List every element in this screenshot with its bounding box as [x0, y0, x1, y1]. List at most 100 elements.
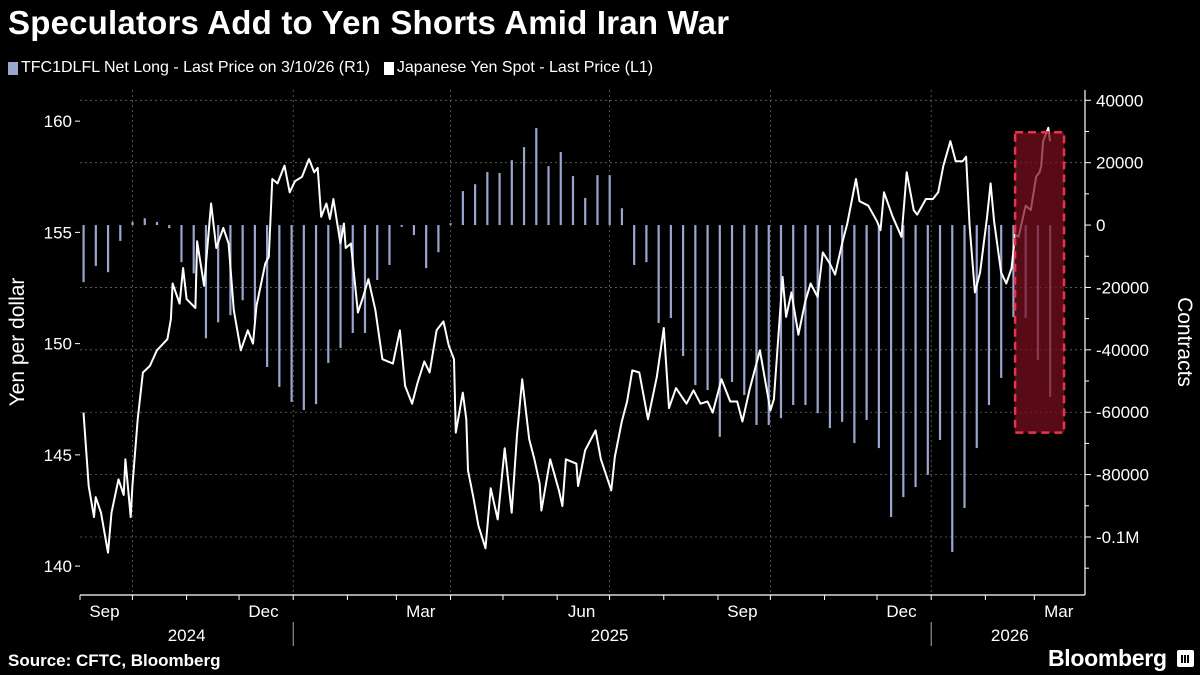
- net-long-bar: [963, 225, 966, 508]
- net-long-bar: [853, 225, 856, 444]
- net-long-bar: [902, 225, 905, 498]
- legend: TFC1DLFL Net Long - Last Price on 3/10/2…: [8, 59, 667, 77]
- net-long-bar: [938, 225, 942, 440]
- x-year-label: 2024: [168, 626, 206, 645]
- y-left-tick-label: 145: [44, 446, 72, 465]
- net-long-bar: [143, 218, 146, 226]
- y-axis-left-label: Yen per dollar: [6, 278, 29, 407]
- net-long-bar: [889, 225, 893, 518]
- net-long-bar: [951, 225, 954, 552]
- y-right-tick-label: -40000: [1096, 341, 1149, 360]
- net-long-bar: [914, 225, 917, 488]
- net-long-bar: [327, 225, 330, 363]
- net-long-bar: [633, 225, 636, 265]
- net-long-bar: [804, 225, 807, 406]
- net-long-bar: [571, 176, 575, 226]
- net-long-bar: [400, 225, 403, 227]
- net-long-bar: [718, 225, 721, 437]
- y-right-tick-label: -80000: [1096, 466, 1149, 485]
- x-tick-label: Dec: [248, 602, 279, 621]
- highlight-box-group: [1013, 131, 1066, 434]
- legend-item-net-long: TFC1DLFL Net Long - Last Price on 3/10/2…: [8, 59, 370, 77]
- net-long-bar: [351, 225, 354, 333]
- legend-swatch-line: [383, 61, 394, 75]
- highlight-box: [1013, 131, 1066, 434]
- net-long-bar: [94, 225, 97, 266]
- net-long-bar: [755, 225, 758, 426]
- legend-label-yen-spot: Japanese Yen Spot - Last Price (L1): [396, 59, 654, 76]
- net-long-bar: [682, 225, 685, 357]
- legend-label-net-long: TFC1DLFL Net Long - Last Price on 3/10/2…: [21, 59, 370, 76]
- net-long-bar: [657, 225, 660, 324]
- net-long-bar: [877, 225, 880, 449]
- net-long-bar: [816, 225, 819, 414]
- net-long-bar: [522, 147, 526, 226]
- y-left-tick-label: 140: [44, 557, 72, 576]
- chart-title: Speculators Add to Yen Shorts Amid Iran …: [8, 4, 730, 41]
- net-long-bar: [437, 225, 440, 253]
- net-long-bar: [828, 225, 832, 429]
- net-long-bar: [253, 225, 256, 321]
- net-long-bar: [131, 221, 134, 226]
- net-long-bar: [412, 225, 416, 236]
- y-right-tick-label: -20000: [1096, 278, 1149, 297]
- net-long-bar: [767, 225, 770, 426]
- source-note: Source: CFTC, Bloomberg: [8, 651, 221, 670]
- net-long-bar: [498, 172, 501, 226]
- y-right-tick-label: 40000: [1096, 91, 1143, 110]
- net-long-bar: [106, 225, 110, 273]
- bloomberg-chart-icon: [1176, 650, 1194, 667]
- net-long-bar: [694, 225, 697, 386]
- net-long-bar: [217, 225, 220, 323]
- x-tick-label: Jun: [568, 602, 595, 621]
- net-long-bar: [376, 225, 379, 280]
- net-long-bar: [706, 225, 709, 391]
- net-long-bar: [192, 225, 195, 274]
- y-axis-right-label: Contracts: [1173, 297, 1196, 387]
- net-long-bar: [730, 225, 734, 382]
- net-long-bar: [290, 225, 293, 402]
- net-long-bar: [559, 152, 562, 226]
- net-long-bar: [743, 225, 746, 396]
- x-tick-label: Sep: [89, 602, 119, 621]
- y-left-tick-label: 150: [44, 335, 72, 354]
- y-right-tick-label: 0: [1096, 216, 1105, 235]
- net-long-bar: [779, 225, 783, 419]
- net-long-bar: [241, 225, 244, 301]
- net-long-bar: [278, 225, 281, 387]
- net-long-bar: [865, 225, 868, 421]
- net-long-bar: [669, 225, 672, 319]
- legend-swatch-bars: [8, 61, 18, 75]
- net-long-bar: [841, 225, 844, 422]
- net-long-bar: [584, 197, 587, 226]
- net-long-bar: [975, 225, 978, 449]
- yen-spot-line: [82, 126, 1051, 554]
- net-long-bar: [302, 225, 305, 411]
- x-tick-label: Dec: [886, 602, 917, 621]
- net-long-bar: [461, 191, 464, 226]
- y-right-tick-label: -60000: [1096, 403, 1149, 422]
- yen-spot-line-group: [82, 126, 1051, 554]
- net-long-bar: [339, 225, 342, 348]
- net-long-bar: [547, 166, 550, 226]
- net-long-bar: [792, 225, 795, 406]
- net-long-bar: [180, 225, 183, 263]
- net-long-bar: [314, 225, 318, 405]
- net-long-bar: [926, 225, 929, 475]
- net-long-bar: [535, 128, 538, 226]
- net-long-bar: [486, 172, 489, 226]
- net-long-bar: [119, 225, 122, 241]
- y-right-tick-label: -0.1M: [1096, 528, 1139, 547]
- net-long-bar: [168, 225, 171, 229]
- net-long-bar: [425, 225, 428, 269]
- x-tick-label: Mar: [1044, 602, 1074, 621]
- net-long-bar: [596, 175, 599, 226]
- x-tick-label: Sep: [727, 602, 757, 621]
- net-long-bar: [510, 160, 513, 226]
- net-long-bar: [474, 184, 477, 226]
- net-long-bar: [1000, 225, 1003, 378]
- logo-text: Bloomberg: [1048, 645, 1167, 671]
- axes: 40000 20000 0 -20000 -40000 -60000 -80000 -0.1M…: [44, 90, 1149, 646]
- y-right-tick-label: 20000: [1096, 154, 1143, 173]
